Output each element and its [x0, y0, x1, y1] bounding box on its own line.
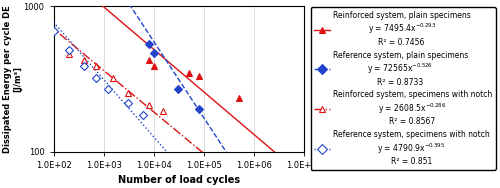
X-axis label: Number of load cycles: Number of load cycles [118, 175, 240, 185]
Legend: Reinforced system, plain specimens
y = 7495.4x$^{-0.293}$
R² = 0.7456, Reference: Reinforced system, plain specimens y = 7… [310, 7, 496, 170]
Y-axis label: Dissipated Energy per cycle DE
[J/m³]: Dissipated Energy per cycle DE [J/m³] [3, 5, 22, 153]
